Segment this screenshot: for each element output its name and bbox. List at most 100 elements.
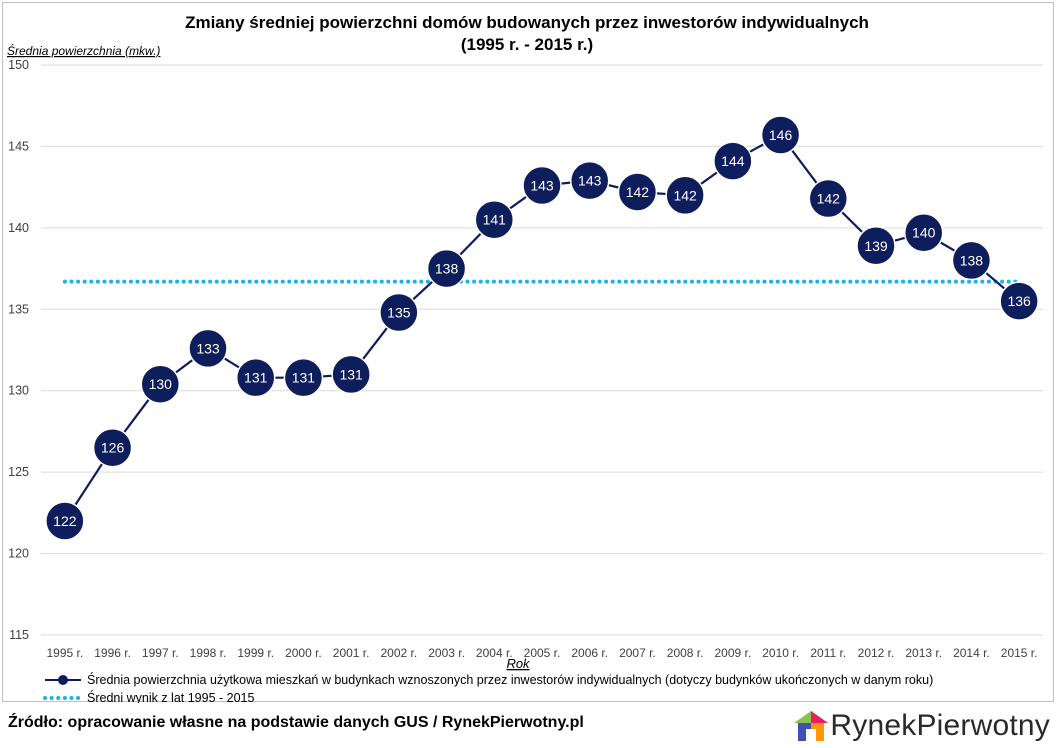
data-label: 131: [292, 370, 316, 386]
data-label: 140: [912, 225, 936, 241]
data-point-marker: [45, 501, 85, 541]
x-tick-label: 2004 r.: [476, 646, 513, 660]
x-tick-label: 2009 r.: [715, 646, 752, 660]
brand-name-part1: Rynek: [830, 709, 917, 742]
source-note: Źródło: opracowanie własne na podstawie …: [8, 714, 584, 731]
x-tick-label: 1999 r.: [237, 646, 274, 660]
data-label: 141: [483, 212, 507, 228]
y-tick-label: 120: [8, 547, 29, 561]
data-point-marker: [188, 328, 228, 369]
data-point: 142: [665, 175, 705, 216]
x-tick-label: 1995 r.: [47, 646, 84, 660]
data-label: 139: [864, 238, 888, 254]
y-tick-label: 150: [8, 58, 29, 72]
x-tick-label: 2011 r.: [810, 646, 846, 660]
data-point-marker: [379, 292, 419, 333]
x-tick-label: 1996 r.: [94, 646, 131, 660]
legend-label-average: Średni wynik z lat 1995 - 2015: [87, 690, 255, 703]
data-point-marker: [569, 160, 610, 201]
x-tick-label: 2000 r.: [285, 646, 322, 660]
y-tick-label: 130: [8, 384, 29, 398]
data-point: 143: [522, 165, 562, 206]
data-point-marker: [999, 281, 1039, 321]
data-point: 144: [713, 141, 753, 181]
data-point-marker: [235, 357, 276, 398]
data-point-marker: [474, 199, 515, 240]
x-tick-label: 2007 r.: [619, 646, 656, 660]
gridlines: [41, 64, 1043, 636]
data-point-marker: [713, 141, 753, 181]
data-label: 142: [673, 187, 697, 203]
y-tick-label: 135: [8, 302, 29, 316]
x-tick-label: 2015 r.: [1001, 646, 1038, 660]
x-tick-label: 2013 r.: [905, 646, 942, 660]
data-label: 143: [530, 178, 554, 194]
data-label: 138: [435, 261, 459, 277]
brand-name: RynekPierwotny: [830, 709, 1050, 743]
y-tick-label: 145: [8, 139, 29, 153]
data-label: 130: [149, 376, 173, 392]
y-tick-label: 125: [8, 465, 29, 479]
data-point-marker: [617, 172, 658, 212]
data-point: 133: [188, 328, 228, 369]
data-point: 141: [474, 199, 515, 240]
x-tick-label: 2003 r.: [428, 646, 465, 660]
data-label: 146: [769, 127, 793, 143]
x-tick-label: 2006 r.: [571, 646, 608, 660]
x-axis-ticks: 1995 r. 1996 r. 1997 r. 1998 r. 1999 r. 2000 …: [47, 646, 1038, 660]
chart-frame: Zmiany średniej powierzchni domów budowa…: [2, 2, 1054, 703]
data-point: 140: [903, 212, 944, 253]
line-chart: Zmiany średniej powierzchni domów budowa…: [7, 13, 1043, 703]
data-point: 142: [617, 172, 658, 212]
data-point-marker: [760, 115, 801, 155]
data-point: 142: [808, 178, 849, 219]
data-point-marker: [951, 240, 992, 281]
data-point: 139: [856, 226, 896, 266]
x-tick-label: 1998 r.: [190, 646, 227, 660]
data-point: 138: [426, 248, 467, 289]
data-point: 143: [569, 160, 610, 201]
y-tick-label: 115: [9, 628, 29, 642]
x-tick-label: 2001 r.: [333, 646, 370, 660]
x-tick-label: 2002 r.: [381, 646, 418, 660]
data-point-marker: [140, 364, 181, 404]
data-point: 138: [951, 240, 992, 281]
x-tick-label: 2014 r.: [953, 646, 990, 660]
chart-title-line1: Zmiany średniej powierzchni domów budowa…: [185, 13, 869, 32]
brand-logo[interactable]: RynekPierwotny: [792, 708, 1050, 744]
data-label: 122: [53, 513, 77, 529]
y-axis-ticks: 115 120 125 130 135 140 145 150: [8, 58, 29, 642]
x-tick-label: 2005 r.: [524, 646, 561, 660]
data-point: 130: [140, 364, 181, 404]
data-point-marker: [903, 212, 944, 253]
data-point: 131: [235, 357, 276, 398]
data-point: 146: [760, 115, 801, 155]
house-icon: [794, 711, 829, 741]
data-point: 135: [379, 292, 419, 333]
data-point-marker: [856, 226, 896, 266]
data-point: 131: [331, 354, 371, 395]
series-markers: 122 126 130 133 131 131 131 135 138 141 143 143 142 1…: [45, 115, 1039, 541]
data-label: 136: [1007, 293, 1031, 309]
data-point-marker: [426, 248, 467, 289]
x-tick-label: 1997 r.: [142, 646, 179, 660]
x-axis-title: Rok: [506, 656, 531, 671]
data-point-marker: [665, 175, 705, 216]
data-label: 131: [339, 366, 363, 382]
data-label: 135: [387, 305, 411, 321]
x-tick-label: 2008 r.: [667, 646, 704, 660]
data-point-marker: [92, 427, 133, 468]
data-point-marker: [522, 165, 562, 206]
data-label: 138: [960, 252, 984, 268]
y-axis-title: Średnia powierzchnia (mkw.): [7, 43, 160, 58]
legend: Średnia powierzchnia użytkowa mieszkań w…: [43, 672, 933, 703]
data-label: 133: [196, 340, 220, 356]
y-tick-label: 140: [8, 221, 29, 235]
chart-title-line2: (1995 r. - 2015 r.): [461, 35, 593, 54]
data-point: 136: [999, 281, 1039, 321]
data-point: 122: [45, 501, 85, 541]
data-label: 142: [817, 191, 841, 207]
data-point: 131: [283, 357, 324, 398]
brand-name-part2: Pierwotny: [916, 709, 1050, 742]
data-label: 142: [626, 184, 650, 200]
